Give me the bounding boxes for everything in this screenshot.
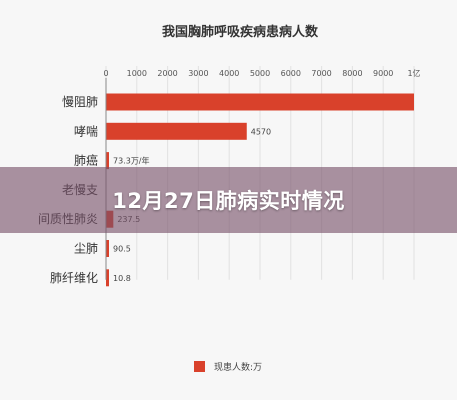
category-label: 肺癌 [74, 153, 98, 168]
value-label: 10.8 [113, 274, 131, 283]
x-axis-ticks: 0 1000 2000 3000 4000 5000 6000 7000 8000 9000 1亿 [103, 68, 420, 78]
x-tick-label: 9000 [373, 69, 393, 78]
x-tick-label: 1亿 [407, 68, 420, 78]
headline-text: 12月27日肺病实时情况 [112, 189, 345, 213]
category-label: 哮喘 [74, 124, 98, 138]
x-tick-label: 5000 [250, 69, 270, 78]
bar [106, 269, 109, 287]
x-tick-label: 6000 [281, 69, 301, 78]
x-tick-label: 8000 [342, 69, 362, 78]
legend: 现患人数:万 [194, 361, 262, 373]
bar [106, 122, 247, 140]
bar [106, 240, 109, 257]
bar [106, 152, 109, 170]
value-label: 4570 [251, 127, 271, 136]
category-label: 肺纤维化 [50, 271, 98, 285]
legend-label: 现患人数:万 [214, 361, 262, 373]
value-label: 90.5 [113, 245, 131, 254]
category-label: 慢阻肺 [62, 95, 98, 109]
x-tick-label: 1000 [127, 69, 147, 78]
bar [106, 93, 414, 111]
x-tick-label: 0 [103, 69, 108, 78]
legend-swatch [194, 361, 205, 372]
headline-banner: 12月27日肺病实时情况 [0, 167, 457, 233]
x-tick-label: 3000 [188, 69, 208, 78]
category-label: 尘肺 [74, 242, 98, 256]
x-tick-label: 4000 [219, 69, 239, 78]
x-tick-label: 2000 [157, 69, 177, 78]
chart-title: 我国胸肺呼吸疾病患病人数 [162, 24, 319, 40]
value-label: 73.3万/年 [113, 156, 150, 166]
x-tick-label: 7000 [311, 69, 331, 78]
